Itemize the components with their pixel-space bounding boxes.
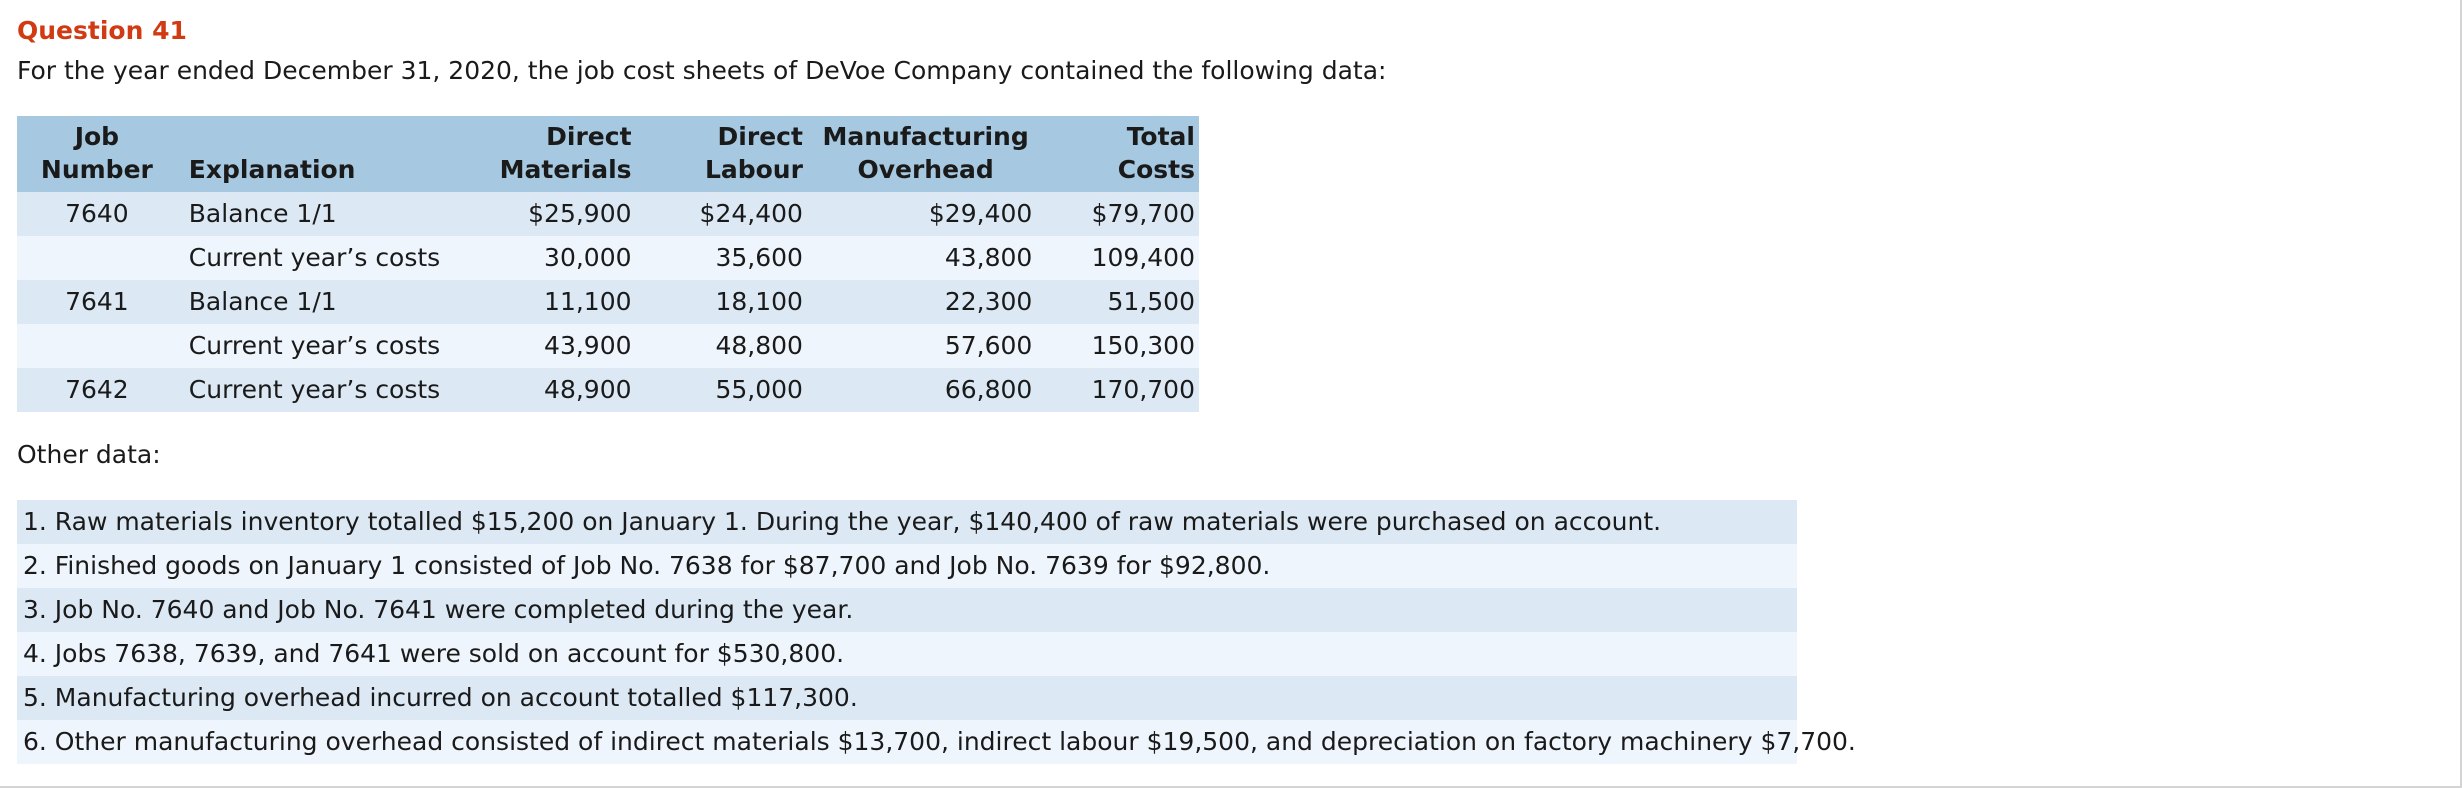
header-manufacturing-overhead: Manufacturing Overhead [818,116,1077,192]
header-job-line2: Number [40,155,153,184]
header-dm-line2: Materials [499,155,632,184]
header-dm-line1: Direct [546,122,632,151]
question-intro: For the year ended December 31, 2020, th… [17,56,1387,85]
list-item: 1. Raw materials inventory totalled $15,… [17,500,1797,544]
cell-total-costs: 170,700 [1076,368,1199,412]
cell-direct-labour: 48,800 [647,324,819,368]
list-item: 3. Job No. 7640 and Job No. 7641 were co… [17,588,1797,632]
cell-manufacturing-overhead: 43,800 [818,236,1077,280]
cell-total-costs: 150,300 [1076,324,1199,368]
other-data-list: 1. Raw materials inventory totalled $15,… [17,500,1856,764]
job-cost-table: Job Number Explanation Direct Materials … [17,116,1199,412]
cell-total-costs: $79,700 [1076,192,1199,236]
cell-job-number: 7642 [17,368,177,412]
header-direct-materials: Direct Materials [495,116,648,192]
cell-manufacturing-overhead: 57,600 [818,324,1077,368]
header-explanation-label: Explanation [188,155,356,184]
header-total-costs: Total Costs [1076,116,1199,192]
cell-manufacturing-overhead: 22,300 [818,280,1077,324]
cell-direct-labour: 18,100 [647,280,819,324]
cell-job-number: 7640 [17,192,177,236]
cell-explanation: Balance 1/1 [176,280,496,324]
header-job-number: Job Number [17,116,177,192]
header-tc-line2: Costs [1117,155,1195,184]
cell-direct-materials: 11,100 [495,280,648,324]
cell-explanation: Current year’s costs [176,236,496,280]
cell-manufacturing-overhead: $29,400 [818,192,1077,236]
table-row: 7642 Current year’s costs 48,900 55,000 … [17,368,1199,412]
table-header-row: Job Number Explanation Direct Materials … [17,116,1199,192]
cell-explanation: Balance 1/1 [176,192,496,236]
cell-direct-labour: $24,400 [647,192,819,236]
question-title: Question 41 [17,16,187,45]
table-row: 7641 Balance 1/1 11,100 18,100 22,300 51… [17,280,1199,324]
cell-manufacturing-overhead: 66,800 [818,368,1077,412]
cell-explanation: Current year’s costs [176,324,496,368]
other-data-label: Other data: [17,440,161,469]
header-direct-labour: Direct Labour [647,116,819,192]
table-row: Current year’s costs 43,900 48,800 57,60… [17,324,1199,368]
header-mo-line2: Overhead [857,155,994,184]
header-dl-line1: Direct [717,122,803,151]
cell-total-costs: 109,400 [1076,236,1199,280]
list-item: 4. Jobs 7638, 7639, and 7641 were sold o… [17,632,1797,676]
header-tc-line1: Total [1126,122,1195,151]
cell-direct-materials: $25,900 [495,192,648,236]
header-dl-line2: Labour [704,155,803,184]
cell-explanation: Current year’s costs [176,368,496,412]
cell-direct-materials: 43,900 [495,324,648,368]
cell-job-number [17,236,177,280]
cell-job-number [17,324,177,368]
list-item: 2. Finished goods on January 1 consisted… [17,544,1797,588]
cell-direct-labour: 55,000 [647,368,819,412]
list-item: 6. Other manufacturing overhead consiste… [17,720,1856,764]
header-mo-line1: Manufacturing [822,122,1029,151]
cell-direct-materials: 48,900 [495,368,648,412]
header-job-line1: Job [74,122,120,151]
table-row: 7640 Balance 1/1 $25,900 $24,400 $29,400… [17,192,1199,236]
cell-direct-materials: 30,000 [495,236,648,280]
list-item: 5. Manufacturing overhead incurred on ac… [17,676,1797,720]
cell-job-number: 7641 [17,280,177,324]
table-row: Current year’s costs 30,000 35,600 43,80… [17,236,1199,280]
header-explanation: Explanation [176,116,496,192]
cell-total-costs: 51,500 [1076,280,1199,324]
cell-direct-labour: 35,600 [647,236,819,280]
